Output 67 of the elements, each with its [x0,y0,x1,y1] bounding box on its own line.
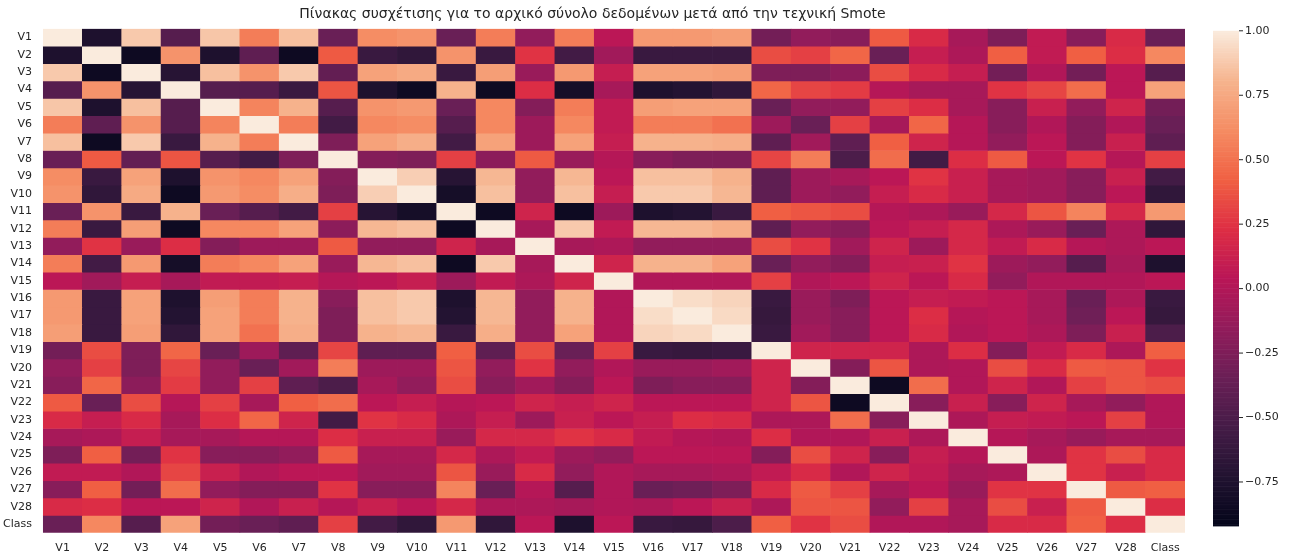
y-tick-label: V16 [10,291,32,305]
x-tick-label: V2 [94,541,110,555]
x-tick-label: V15 [603,541,625,555]
color-bar-label: 0.25 [1245,217,1270,231]
y-tick-label: V28 [10,499,32,513]
y-tick-label: V27 [10,482,32,496]
y-tick-label: V26 [10,464,32,478]
x-tick-label: V28 [1115,541,1137,555]
x-tick-label: V8 [331,541,346,555]
x-tick-label: V9 [370,541,385,555]
y-tick-label: V19 [10,343,32,357]
color-bar-label: −0.75 [1245,474,1279,488]
y-tick-label: V14 [10,256,32,270]
y-tick-label: V23 [10,412,32,426]
color-bar-label: −0.50 [1245,410,1279,424]
y-tick-label: V17 [10,308,32,322]
x-tick-label: V7 [291,541,307,555]
y-tick-label: V10 [10,186,32,200]
x-tick-label: V22 [878,541,901,555]
color-bar-label: 0.50 [1245,152,1270,166]
color-bar-label: 0.75 [1245,88,1270,102]
x-tick-label: V23 [918,541,940,555]
x-tick-label: V6 [252,541,267,555]
chart-title: Πίνακας συσχέτισης για το αρχικό σύνολο δεδομένων μετά από την τεχνική Smote [299,5,886,22]
y-tick-label: V7 [17,134,32,148]
x-tick-label: V10 [406,541,428,555]
x-tick-label: V14 [563,541,586,555]
y-tick-label: V24 [10,430,32,444]
x-tick-label: V16 [642,541,665,555]
y-tick-label: V6 [17,117,32,131]
color-bar-label: −0.25 [1245,345,1279,359]
y-tick-label: V4 [17,82,32,96]
y-tick-label: V25 [10,447,32,461]
y-tick-label: V18 [10,325,32,339]
x-tick-label: Class [1150,541,1181,555]
x-tick-label: V17 [681,541,704,555]
x-tick-label: V5 [212,541,228,555]
x-tick-label: V21 [839,541,862,555]
y-tick-label: Class [2,516,33,530]
y-tick-label: V15 [10,273,32,287]
x-tick-label: V24 [957,541,980,555]
x-tick-label: V26 [1036,541,1058,555]
x-tick-label: V4 [173,541,189,555]
y-tick-label: V1 [17,30,32,44]
y-tick-label: V12 [10,221,32,235]
y-tick-label: V20 [10,360,32,374]
y-tick-label: V3 [17,65,32,79]
color-bar-label: 1.00 [1245,23,1270,37]
x-tick-label: V3 [134,541,149,555]
x-tick-label: V18 [721,541,743,555]
x-tick-label: V20 [800,541,822,555]
x-tick-label: V12 [485,541,507,555]
y-tick-label: V5 [17,99,32,113]
y-tick-label: V9 [17,169,32,183]
y-tick-label: V2 [17,47,32,61]
x-tick-label: V19 [760,541,783,555]
x-tick-label: V13 [524,541,546,555]
color-bar-label: 0.00 [1245,281,1270,295]
x-tick-label: V1 [55,541,70,555]
x-tick-label: V25 [997,541,1019,555]
y-tick-label: V21 [10,377,32,391]
y-tick-label: V11 [10,204,32,218]
y-tick-label: V8 [17,152,32,165]
x-tick-label: V11 [445,541,468,555]
y-tick-label: V22 [10,395,32,409]
y-tick-label: V13 [10,238,32,252]
x-tick-label: V27 [1075,541,1098,555]
